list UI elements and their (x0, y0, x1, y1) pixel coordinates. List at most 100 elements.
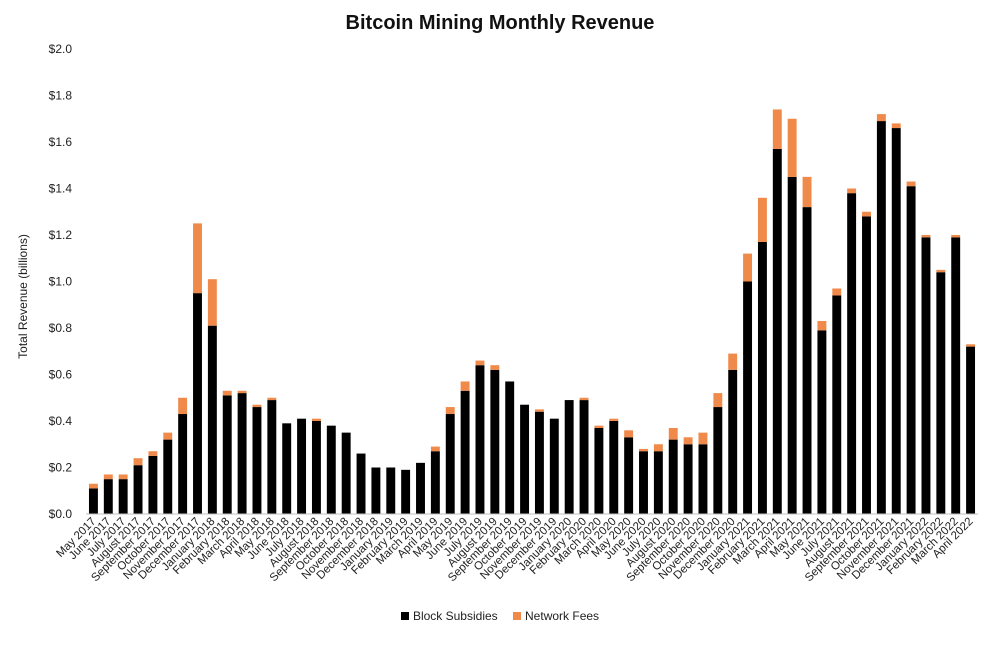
bar-block-subsidies (549, 418, 559, 514)
bar-network-fees (639, 448, 648, 452)
bar-network-fees (252, 404, 262, 408)
bar-block-subsidies (564, 400, 574, 514)
bar-block-subsidies (594, 427, 604, 514)
y-tick-label: $2.0 (49, 42, 73, 56)
bar-network-fees (118, 474, 128, 480)
bar-network-fees (728, 353, 738, 370)
bar-network-fees (698, 432, 708, 445)
bar-block-subsidies (966, 346, 976, 514)
bar-block-subsidies (906, 186, 916, 515)
bar-network-fees (936, 269, 946, 273)
bar-network-fees (906, 181, 916, 187)
bar-block-subsidies (579, 400, 589, 514)
bar-block-subsidies (401, 469, 411, 514)
bar-block-subsidies (891, 128, 901, 515)
bar-block-subsidies (921, 237, 931, 514)
bar-network-fees (817, 321, 827, 331)
bar-block-subsidies (371, 467, 381, 514)
bar-block-subsidies (341, 432, 351, 514)
bar-block-subsidies (297, 418, 307, 514)
bar-network-fees (832, 288, 842, 296)
bar-network-fees (876, 114, 886, 122)
bar-network-fees (802, 176, 812, 208)
bar-block-subsidies (757, 241, 767, 514)
bar-network-fees (772, 109, 782, 149)
bar-block-subsidies (832, 295, 842, 514)
bars (88, 109, 976, 515)
bar-network-fees (653, 444, 663, 452)
y-tick-label: $1.8 (49, 89, 73, 103)
bar-network-fees (862, 211, 871, 217)
bar-network-fees (713, 393, 723, 408)
bar-block-subsidies (624, 437, 634, 514)
bar-network-fees (445, 407, 455, 415)
bar-block-subsidies (356, 453, 366, 514)
bar-block-subsidies (936, 272, 946, 514)
bar-block-subsidies (802, 207, 812, 514)
bar-block-subsidies (386, 467, 396, 514)
bar-block-subsidies (772, 148, 782, 514)
bar-block-subsidies (118, 479, 128, 514)
legend-swatch-block-subsidies (400, 612, 409, 620)
bar-network-fees (743, 253, 753, 282)
bar-block-subsidies (490, 369, 500, 514)
bar-network-fees (193, 223, 202, 294)
y-tick-label: $0.8 (49, 321, 73, 335)
bar-block-subsidies (237, 393, 247, 514)
legend-item-network-fees: Network Fees (513, 609, 599, 623)
bar-block-subsidies (683, 444, 693, 514)
bar-block-subsidies (609, 421, 619, 514)
bar-block-subsidies (282, 423, 292, 514)
bar-block-subsidies (534, 411, 544, 514)
bar-block-subsidies (817, 330, 827, 514)
y-tick-label: $1.4 (49, 182, 73, 196)
legend-item-block-subsidies: Block Subsidies (400, 609, 498, 623)
bar-block-subsidies (207, 325, 217, 514)
legend-label-block-subsidies: Block Subsidies (412, 609, 498, 623)
bar-network-fees (624, 430, 634, 438)
bar-block-subsidies (951, 237, 961, 514)
bar-block-subsidies (222, 395, 232, 514)
bar-block-subsidies (267, 400, 277, 514)
bar-network-fees (133, 458, 143, 466)
legend: Block Subsidies Network Fees (0, 609, 1000, 623)
y-tick-label: $0.6 (49, 368, 73, 382)
bar-network-fees (88, 483, 98, 489)
bar-block-subsidies (787, 176, 797, 514)
bar-network-fees (594, 425, 604, 428)
bar-network-fees (178, 397, 188, 415)
bar-network-fees (103, 474, 113, 480)
bar-network-fees (534, 409, 544, 412)
bar-block-subsidies (148, 455, 158, 514)
y-tick-label: $1.2 (49, 228, 73, 242)
legend-label-network-fees: Network Fees (525, 609, 600, 623)
bar-network-fees (579, 397, 589, 401)
bar-block-subsidies (847, 193, 857, 514)
bar-network-fees (891, 123, 901, 129)
bar-network-fees (966, 344, 976, 347)
bar-block-subsidies (103, 479, 113, 514)
bar-network-fees (787, 118, 797, 177)
bar-network-fees (430, 446, 440, 452)
y-tick-label: $0.2 (49, 461, 73, 475)
y-axis-ticks: $0.0 $0.2 $0.4 $0.6 $0.8 $1.0 $1.2 $1.4 $1.6 $1.8… (49, 42, 73, 521)
bar-block-subsidies (698, 444, 708, 514)
bar-network-fees (267, 397, 277, 401)
bar-network-fees (668, 427, 678, 440)
bar-block-subsidies (639, 451, 648, 514)
y-tick-label: $0.4 (49, 414, 73, 428)
bar-network-fees (460, 381, 470, 391)
bar-network-fees (951, 235, 961, 238)
bar-network-fees (683, 437, 693, 445)
bar-block-subsidies (668, 439, 678, 514)
bar-network-fees (237, 390, 247, 394)
bar-block-subsidies (193, 293, 202, 514)
bar-block-subsidies (88, 488, 98, 514)
legend-swatch-network-fees (513, 612, 522, 620)
y-axis-title: Total Revenue (billions) (16, 234, 30, 359)
bar-block-subsidies (862, 216, 871, 514)
bar-block-subsidies (163, 439, 173, 514)
bar-network-fees (148, 451, 158, 456)
bar-network-fees (207, 279, 217, 326)
